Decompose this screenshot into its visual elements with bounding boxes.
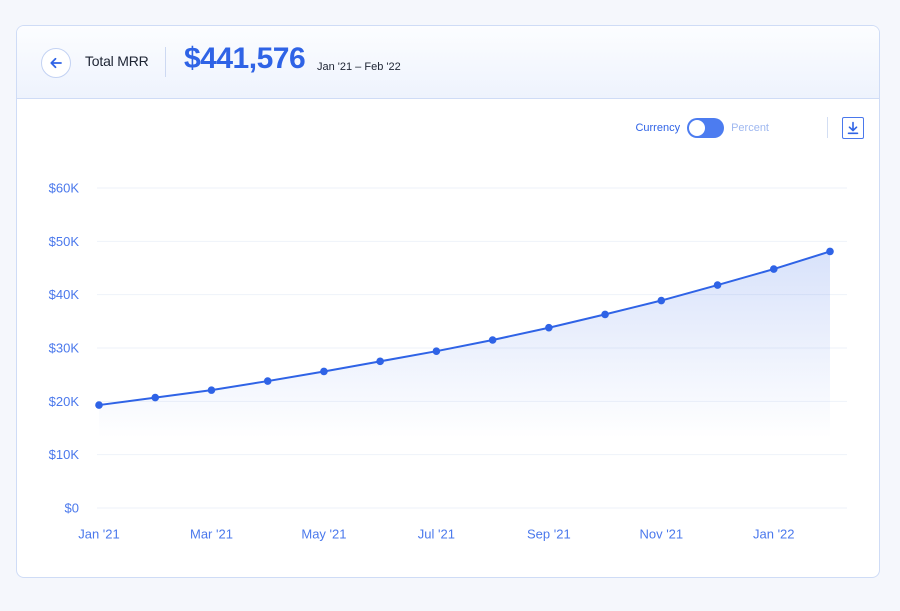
toolbar-divider bbox=[827, 117, 828, 138]
currency-percent-toggle[interactable] bbox=[687, 118, 725, 138]
y-tick-label: $50K bbox=[49, 234, 80, 249]
y-tick-label: $20K bbox=[49, 394, 80, 409]
date-range: Jan '21 – Feb '22 bbox=[317, 61, 401, 73]
data-point bbox=[95, 401, 103, 409]
x-tick-label: May '21 bbox=[301, 527, 346, 542]
data-point bbox=[151, 393, 160, 402]
x-tick-label: Jul '21 bbox=[418, 527, 455, 542]
x-tick-label: Jan '21 bbox=[78, 527, 120, 542]
x-tick-label: Sep '21 bbox=[527, 527, 571, 542]
toggle-label-currency[interactable]: Currency bbox=[635, 122, 681, 134]
data-point bbox=[713, 281, 722, 289]
header-divider bbox=[165, 47, 166, 77]
y-tick-label: $10K bbox=[49, 447, 80, 462]
data-point bbox=[207, 386, 216, 394]
data-point bbox=[320, 367, 328, 376]
toggle-knob bbox=[689, 120, 706, 136]
total-mrr-value: $441,576 bbox=[184, 42, 306, 75]
data-point bbox=[545, 323, 553, 332]
mrr-card: Total MRR $441,576 Jan '21 – Feb '22 $0 $… bbox=[16, 25, 880, 578]
data-point bbox=[488, 336, 497, 344]
data-point bbox=[826, 247, 834, 256]
x-tick-label: Nov '21 bbox=[639, 527, 683, 542]
arrow-left-icon bbox=[50, 57, 62, 69]
data-point bbox=[769, 265, 778, 273]
data-point bbox=[601, 310, 609, 319]
y-tick-label: $60K bbox=[49, 181, 80, 196]
data-point bbox=[657, 296, 666, 305]
download-icon bbox=[847, 121, 859, 135]
card-header: Total MRR $441,576 Jan '21 – Feb '22 bbox=[17, 26, 879, 99]
download-button[interactable] bbox=[842, 117, 864, 139]
x-tick-label: Jan '22 bbox=[753, 527, 795, 542]
area-fill bbox=[99, 251, 830, 438]
back-button[interactable] bbox=[41, 48, 71, 78]
series-line bbox=[98, 250, 831, 407]
currency-percent-toggle-group: Currency Percent bbox=[635, 118, 769, 138]
toggle-label-percent[interactable]: Percent bbox=[731, 122, 769, 134]
y-tick-label: $0 bbox=[65, 501, 79, 516]
mrr-line-chart: $0 $10K $20K $30K $40K $50K $60K Jan '21 Mar '21… bbox=[49, 181, 847, 542]
x-tick-label: Mar '21 bbox=[190, 527, 233, 542]
data-point bbox=[376, 357, 384, 366]
page-title: Total MRR bbox=[85, 53, 149, 69]
y-tick-label: $40K bbox=[49, 287, 80, 302]
data-point bbox=[432, 347, 441, 356]
y-tick-label: $30K bbox=[49, 341, 80, 356]
data-point bbox=[263, 377, 272, 385]
